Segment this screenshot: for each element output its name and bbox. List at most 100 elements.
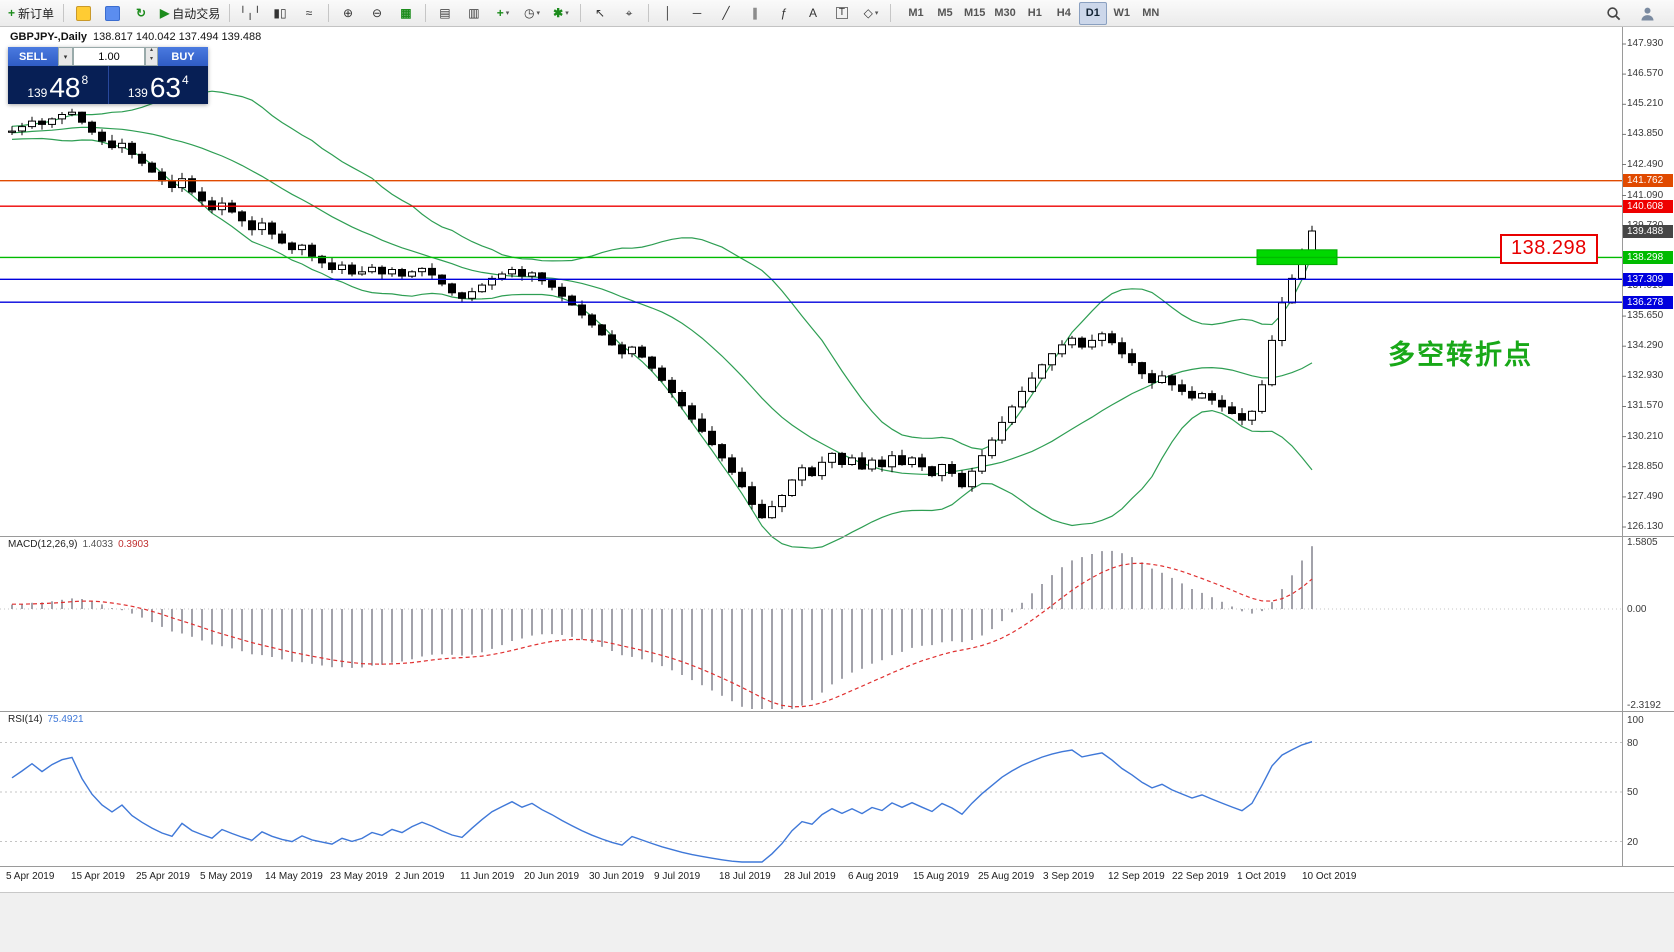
rsi-line xyxy=(11,741,1313,863)
toolbar-separator xyxy=(229,4,231,22)
horizontal-line-icon[interactable]: ─ xyxy=(683,2,711,25)
date-tick: 12 Sep 2019 xyxy=(1108,871,1165,882)
rsi-tick: 20 xyxy=(1627,837,1639,848)
price-tick: 147.930 xyxy=(1627,38,1664,49)
arrange-horizontal-icon[interactable]: ▤ xyxy=(431,2,459,25)
cursor-icon[interactable]: ↖ xyxy=(586,2,614,25)
new-order-button: + xyxy=(8,6,16,20)
quick-trade-icon xyxy=(75,5,91,21)
vertical-line-icon: │ xyxy=(664,6,672,20)
date-tick: 6 Aug 2019 xyxy=(848,871,899,882)
vertical-line-icon[interactable]: │ xyxy=(654,2,682,25)
trade-panel-controls: SELL ▾ 1.00 ▴ ▾ BUY xyxy=(8,47,208,66)
macd-tick: 0.00 xyxy=(1627,604,1647,615)
toolbar-separator xyxy=(327,4,329,22)
date-tick: 30 Jun 2019 xyxy=(589,871,645,882)
date-tick: 20 Jun 2019 xyxy=(524,871,580,882)
zoom-out-icon[interactable]: ⊖ xyxy=(363,2,391,25)
auto-trading-button-label: 自动交易 xyxy=(172,6,221,21)
quick-trade-icon[interactable] xyxy=(69,2,97,25)
rsi-tick: 100 xyxy=(1627,715,1644,726)
line-chart-icon: ≈ xyxy=(305,6,313,20)
timeframe-h1[interactable]: H1 xyxy=(1027,7,1042,19)
zoom-in-icon[interactable]: ⊕ xyxy=(334,2,362,25)
toolbar-separator xyxy=(889,4,891,22)
timeframe-d1[interactable]: D1 xyxy=(1078,1,1107,25)
pivot-annotation-text[interactable]: 多空转折点 xyxy=(1388,340,1533,370)
refresh-icon[interactable]: ↻ xyxy=(127,2,155,25)
templates-button: ✱ xyxy=(553,6,564,20)
auto-trading-button[interactable]: ▶ 自动交易 xyxy=(156,2,224,25)
toolbar-right-icons xyxy=(1600,2,1670,25)
tile-windows-icon[interactable]: ▦ xyxy=(392,2,420,25)
price-annotation-box[interactable]: 138.298 xyxy=(1500,234,1598,264)
search-icon[interactable] xyxy=(1600,2,1626,25)
chevron-down-icon: ▾ xyxy=(565,10,569,17)
volume-stepper[interactable]: ▴ ▾ xyxy=(145,47,158,66)
macd-indicator-label: MACD(12,26,9) 1.4033 0.3903 xyxy=(8,539,149,550)
line-chart-icon[interactable]: ≈ xyxy=(295,2,323,25)
macd-histogram xyxy=(0,546,1622,709)
periods-button: ◷ xyxy=(523,6,535,20)
rsi-indicator-label: RSI(14) 75.4921 xyxy=(8,714,84,725)
channel-icon[interactable]: ∥ xyxy=(741,2,769,25)
shapes-button[interactable]: ◇ ▾ xyxy=(857,2,885,25)
volume-dropdown[interactable]: ▾ xyxy=(58,47,73,66)
arrange-vertical-icon[interactable]: ▥ xyxy=(460,2,488,25)
timeframe-mn[interactable]: MN xyxy=(1142,7,1160,19)
add-indicator-button[interactable]: + ▾ xyxy=(489,2,517,25)
crosshair-icon[interactable]: ⌖ xyxy=(615,2,643,25)
horizontal-level-lines[interactable] xyxy=(0,179,1622,303)
sell-price-pips: 48 xyxy=(49,72,81,104)
buy-button[interactable]: BUY xyxy=(158,47,208,66)
macd-signal-line xyxy=(12,562,1313,708)
timeframe-h4[interactable]: H4 xyxy=(1056,7,1071,19)
price-tick: 146.570 xyxy=(1627,68,1664,79)
templates-button[interactable]: ✱ ▾ xyxy=(547,2,575,25)
date-tick: 5 May 2019 xyxy=(200,871,253,882)
date-tick: 11 Jun 2019 xyxy=(460,871,515,882)
sell-price-point: 8 xyxy=(81,73,89,87)
sell-price[interactable]: 139 48 8 xyxy=(8,66,108,104)
timeframe-m5[interactable]: M5 xyxy=(937,7,953,19)
timeframe-w1[interactable]: W1 xyxy=(1113,7,1131,19)
market-depth-icon[interactable] xyxy=(98,2,126,25)
trade-panel-prices: 139 48 8 139 63 4 xyxy=(8,66,208,104)
bar-chart-icon[interactable]: ╵╷╵ xyxy=(235,2,265,25)
price-badge-139.488: 139.488 xyxy=(1623,225,1673,238)
zoom-in-icon: ⊕ xyxy=(342,6,353,20)
horizontal-line-icon: ─ xyxy=(692,6,702,20)
periods-button[interactable]: ◷ ▾ xyxy=(518,2,546,25)
new-order-button[interactable]: + 新订单 xyxy=(4,2,58,25)
timeframe-m15[interactable]: M15 xyxy=(963,7,986,19)
profile-icon[interactable] xyxy=(1634,2,1660,25)
text-label-icon[interactable]: T xyxy=(828,2,856,25)
buy-price-pips: 63 xyxy=(149,72,181,104)
sell-button[interactable]: SELL xyxy=(8,47,58,66)
arrange-vertical-icon: ▥ xyxy=(468,6,480,20)
price-tick: 142.490 xyxy=(1627,159,1664,170)
buy-price[interactable]: 139 63 4 xyxy=(107,66,209,104)
chevron-down-icon: ▾ xyxy=(536,10,540,17)
rsi-tick: 80 xyxy=(1627,738,1639,749)
trendline-icon[interactable]: ╱ xyxy=(712,2,740,25)
rsi-name: RSI(14) xyxy=(8,714,43,725)
timeframe-m1[interactable]: M1 xyxy=(908,7,924,19)
candlestick-chart-icon[interactable]: ▮▯ xyxy=(266,2,294,25)
price-tick: 131.570 xyxy=(1627,400,1664,411)
timeframe-m30[interactable]: M30 xyxy=(994,7,1016,19)
buy-price-point: 4 xyxy=(182,73,189,87)
macd-tick: 1.5805 xyxy=(1627,537,1658,548)
sell-price-handle: 139 xyxy=(27,85,48,100)
volume-step-up-icon[interactable]: ▴ xyxy=(149,47,153,53)
rsi-value: 75.4921 xyxy=(47,714,84,725)
chevron-down-icon: ▾ xyxy=(874,10,879,17)
text-icon[interactable]: A xyxy=(799,2,827,25)
add-indicator-button: + xyxy=(496,6,504,20)
volume-input[interactable]: 1.00 xyxy=(73,47,145,66)
date-tick: 18 Jul 2019 xyxy=(719,871,771,882)
toolbar: + 新订单 ↻ ▶ 自动交易 ╵╷╵ ▮▯ ≈ ⊕ ⊖ ▦ ▤ ▥ + ▾ ◷ ▾ ✱ ▾ ↖ ⌖ │ ─ ╱ ∥ ƒ A T ◇ ▾ M1… xyxy=(0,0,1674,27)
volume-step-down-icon[interactable]: ▾ xyxy=(149,55,153,62)
fibonacci-icon[interactable]: ƒ xyxy=(770,2,798,25)
